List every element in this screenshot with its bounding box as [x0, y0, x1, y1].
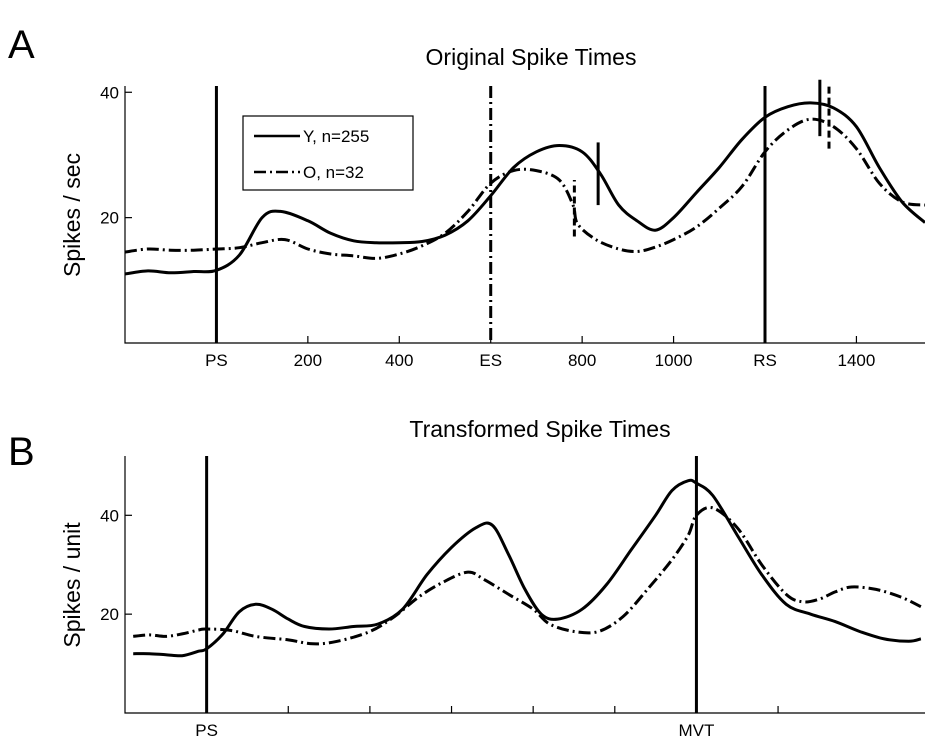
- panel-b-ytick-label: 20: [100, 605, 119, 624]
- panel-a-ytick-label: 40: [100, 83, 119, 102]
- panel-a-xtick-label: 800: [568, 351, 596, 370]
- panel-a-xtick-label: 1400: [838, 351, 876, 370]
- panel-a-xtick-label: ES: [479, 351, 502, 370]
- panel-a-series-line-solid: [125, 101, 925, 276]
- legend-box: [242, 115, 414, 191]
- panel-a: A Original Spike Times Spikes / sec 20 40…: [8, 23, 925, 370]
- panel-b-ytick-label: 40: [100, 506, 119, 525]
- panel-a-plot-area: 20 40 PS 200 400 ES 800 1000 RS 1400: [100, 79, 925, 370]
- panel-b-ylabel: Spikes / unit: [59, 522, 85, 648]
- panel-b: B Transformed Spike Times Spikes / unit …: [8, 416, 925, 740]
- panel-a-ytick-label: 20: [100, 209, 119, 228]
- panel-a-xtick-label: 200: [294, 351, 322, 370]
- panel-b-xtick-label: PS: [195, 721, 218, 740]
- panel-a-letter: A: [8, 23, 35, 67]
- panel-a-ylabel: Spikes / sec: [59, 153, 85, 277]
- panel-a-xtick-label: 1000: [655, 351, 693, 370]
- legend-label-o: O, n=32: [303, 163, 364, 182]
- panel-b-series-line-dashdot: [133, 505, 922, 646]
- panel-a-axes: [124, 86, 925, 344]
- panel-a-series-line-dashdot: [125, 117, 925, 260]
- panel-a-xtick-label: PS: [205, 351, 228, 370]
- legend-label-y: Y, n=255: [303, 127, 369, 146]
- panel-b-title: Transformed Spike Times: [409, 416, 670, 442]
- panel-b-xtick-label: MVT: [678, 721, 714, 740]
- panel-b-axes: [124, 456, 925, 714]
- panel-a-title: Original Spike Times: [426, 44, 637, 70]
- panel-a-xtick-label: 400: [385, 351, 413, 370]
- panel-b-series-line-solid: [133, 478, 922, 658]
- panel-a-xtick-label: RS: [753, 351, 777, 370]
- panel-b-letter: B: [8, 430, 35, 474]
- panel-b-plot-area: 20 40 PS MVT: [100, 456, 922, 740]
- panel-a-legend: Y, n=255 O, n=32: [242, 115, 414, 191]
